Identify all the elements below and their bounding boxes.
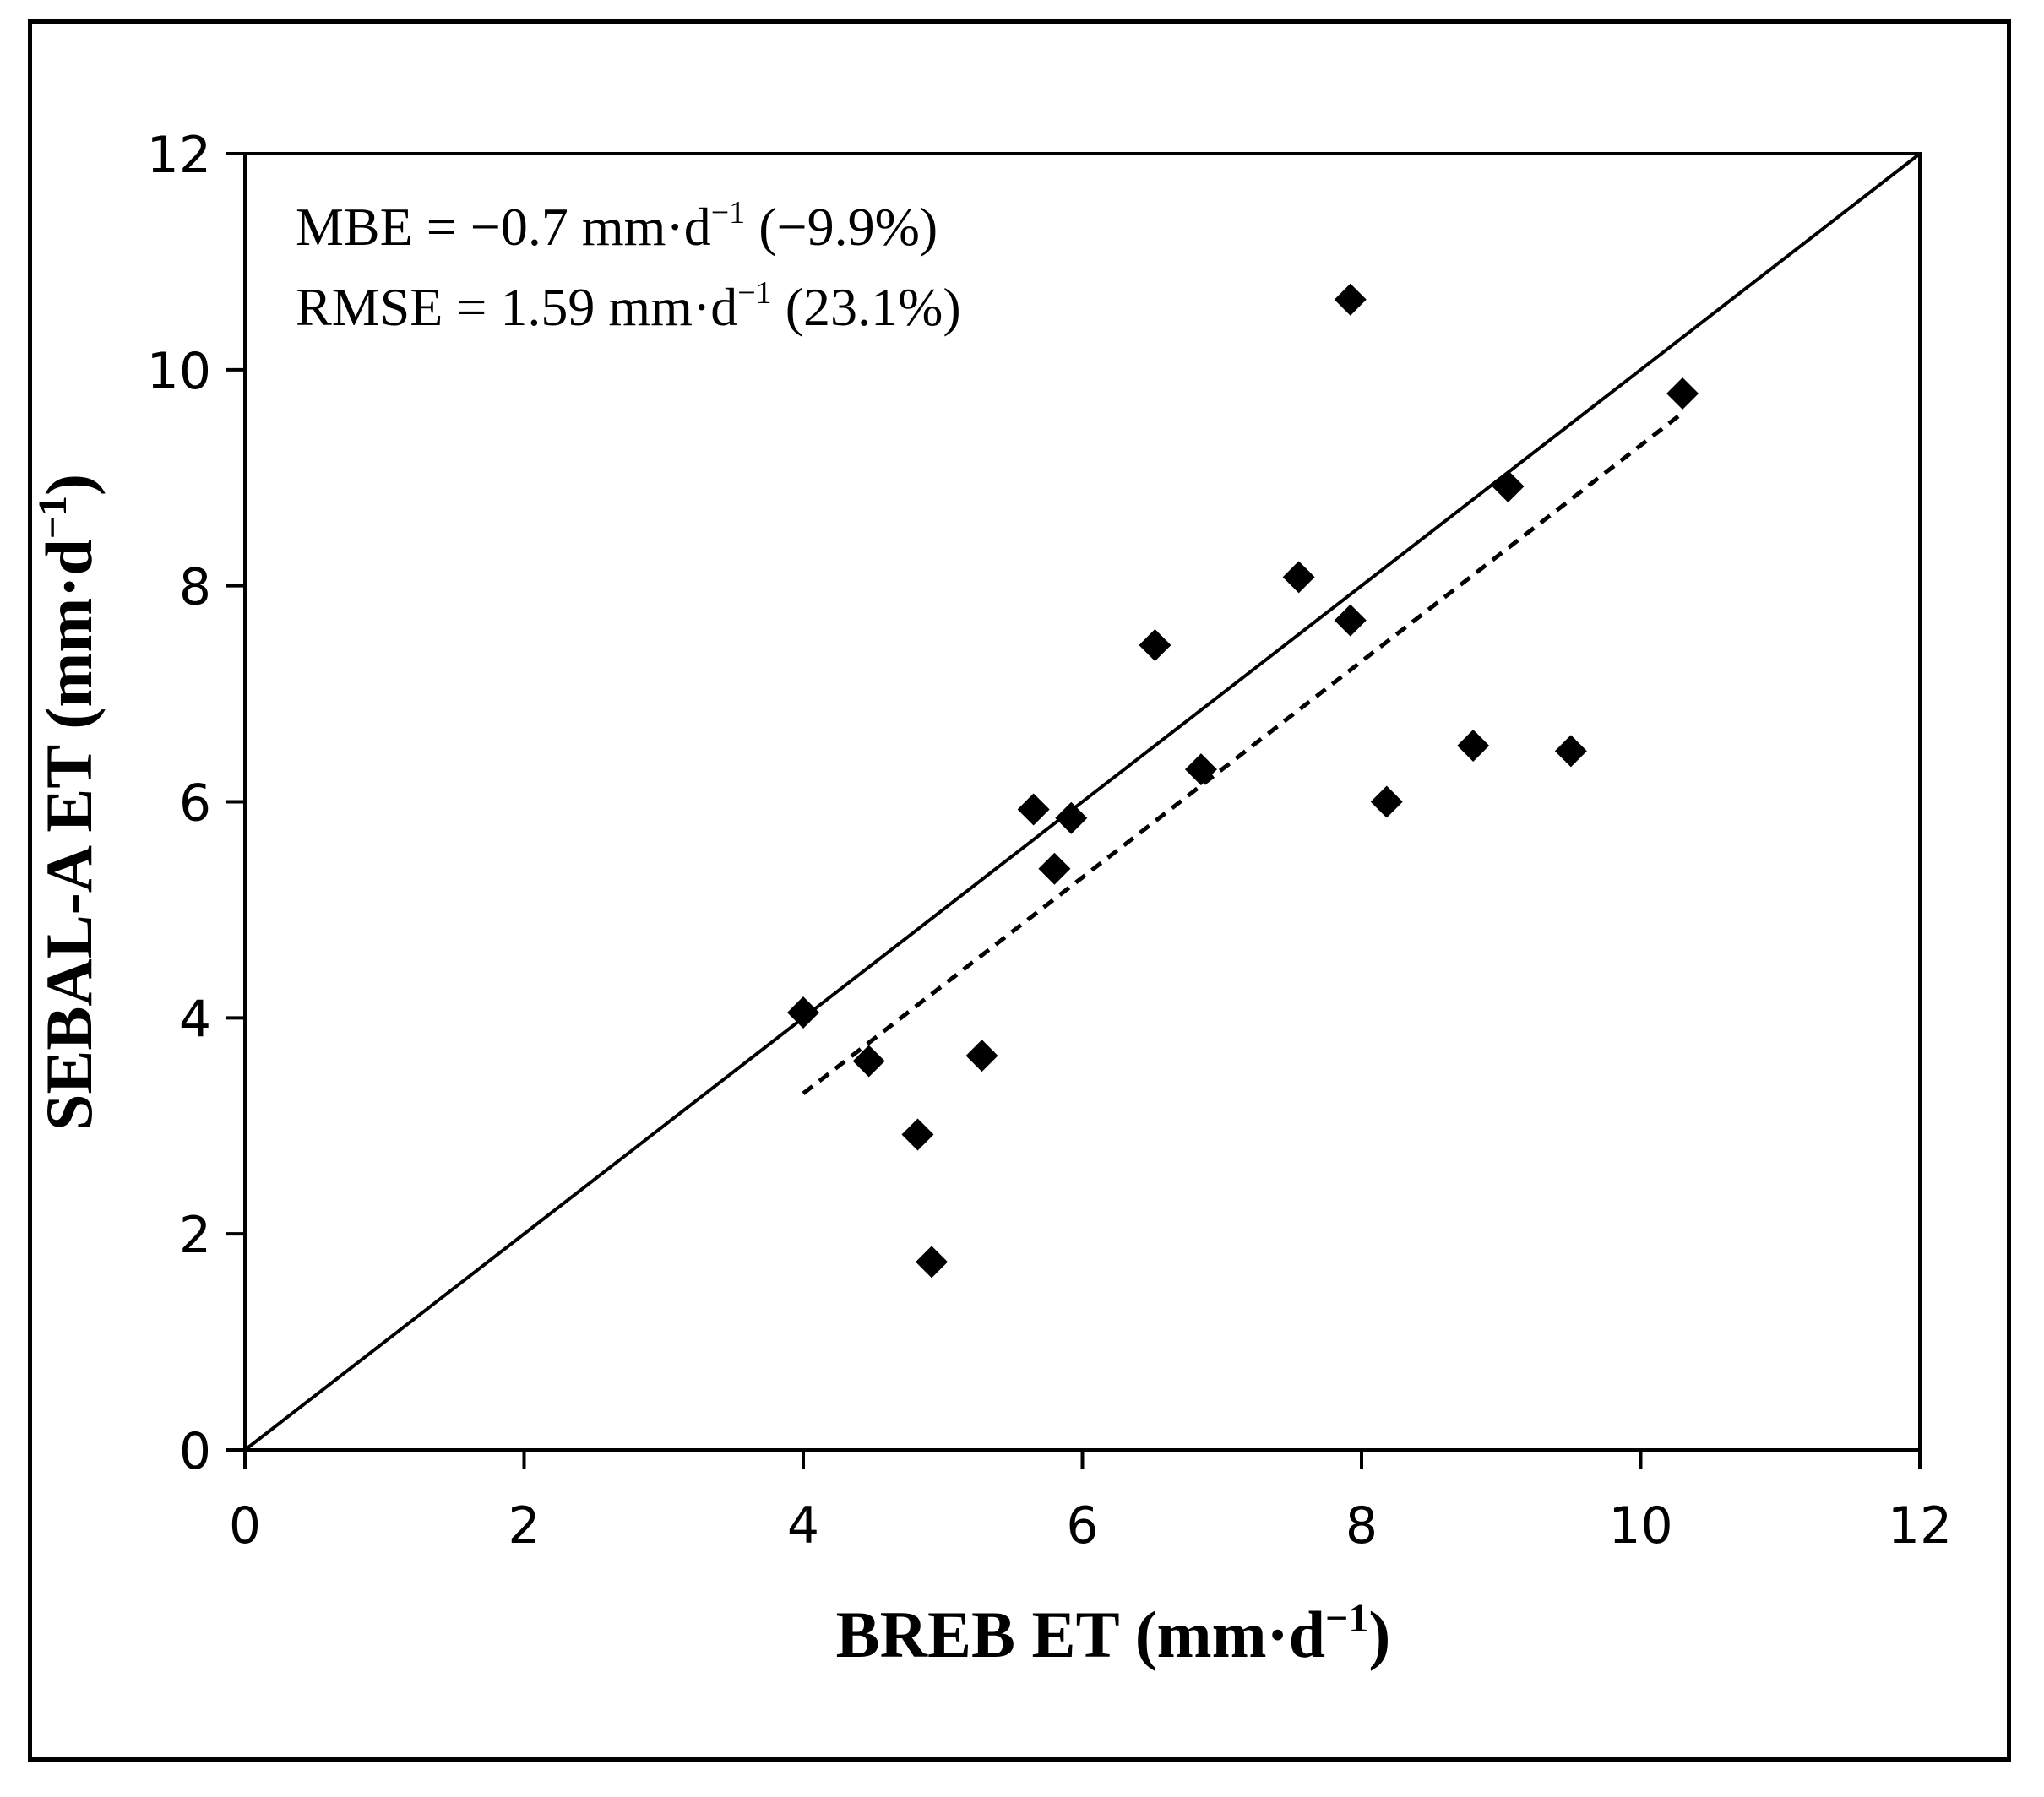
data-point-9 bbox=[1184, 753, 1217, 786]
data-point-14 bbox=[1457, 729, 1490, 762]
y-tick-label-3: 6 bbox=[179, 774, 211, 833]
y-tick-label-4: 8 bbox=[179, 558, 211, 617]
annotation-rmse: RMSE = 1.59 mm·d−1 (23.1%) bbox=[296, 275, 961, 337]
x-tick-label-5: 10 bbox=[1608, 1496, 1672, 1555]
annotation-mbe-sup: −1 bbox=[711, 195, 745, 231]
y-axis-title-main: SEBAL-A ET (mm·d bbox=[32, 539, 106, 1131]
data-point-17 bbox=[1666, 377, 1699, 410]
figure-frame bbox=[28, 19, 2011, 1762]
chart-lines bbox=[243, 152, 1922, 1452]
y-tick-label-0: 0 bbox=[179, 1422, 211, 1481]
x-axis-title-main: BREB ET (mm·d bbox=[836, 1598, 1325, 1671]
y-axis-title-sup: −1 bbox=[30, 496, 75, 539]
data-point-5 bbox=[1017, 793, 1050, 826]
y-axis-title-close: ) bbox=[32, 474, 106, 496]
annotation-mbe-main: MBE = −0.7 mm·d bbox=[296, 197, 711, 257]
data-point-1 bbox=[852, 1045, 885, 1078]
annotation-rmse-tail: (23.1%) bbox=[772, 277, 961, 337]
x-tick-label-2: 4 bbox=[787, 1496, 819, 1555]
data-point-2 bbox=[901, 1118, 934, 1151]
x-tick-label-0: 0 bbox=[229, 1496, 261, 1555]
y-tick-label-6: 12 bbox=[147, 126, 211, 185]
data-point-16 bbox=[1554, 735, 1587, 768]
x-axis-title-sup: −1 bbox=[1325, 1596, 1368, 1641]
data-point-11 bbox=[1334, 604, 1367, 637]
x-axis-title-close: ) bbox=[1368, 1598, 1390, 1671]
data-point-3 bbox=[916, 1246, 949, 1279]
data-point-8 bbox=[1139, 629, 1171, 662]
data-point-7 bbox=[1055, 801, 1088, 834]
data-point-15 bbox=[1492, 470, 1525, 502]
data-points bbox=[787, 283, 1699, 1279]
one-to-one-line bbox=[243, 152, 1922, 1452]
annotation-rmse-sup: −1 bbox=[737, 275, 771, 311]
data-point-6 bbox=[1038, 852, 1071, 885]
data-point-13 bbox=[1370, 785, 1403, 818]
y-tick-label-5: 10 bbox=[147, 342, 211, 401]
x-axis-title: BREB ET (mm·d−1) bbox=[836, 1596, 1391, 1671]
data-point-0 bbox=[787, 996, 819, 1029]
x-tick-label-4: 8 bbox=[1345, 1496, 1378, 1555]
annotation-mbe-tail: (−9.9%) bbox=[745, 197, 938, 257]
y-axis-title: SEBAL-A ET (mm·d−1) bbox=[30, 474, 106, 1131]
x-tick-label-1: 2 bbox=[508, 1496, 540, 1555]
regression-line bbox=[802, 411, 1684, 1095]
annotation-block: MBE = −0.7 mm·d−1 (−9.9%) RMSE = 1.59 mm… bbox=[296, 195, 961, 337]
x-tick-label-3: 6 bbox=[1066, 1496, 1098, 1555]
axis-ticks: 0 2 4 6 8 10 12 0 2 4 6 8 10 12 bbox=[147, 126, 1953, 1555]
annotation-rmse-main: RMSE = 1.59 mm·d bbox=[296, 277, 737, 337]
annotation-mbe: MBE = −0.7 mm·d−1 (−9.9%) bbox=[296, 195, 938, 257]
data-point-10 bbox=[1282, 561, 1315, 594]
data-point-12 bbox=[1334, 283, 1367, 316]
x-tick-label-6: 12 bbox=[1888, 1496, 1952, 1555]
y-tick-label-1: 2 bbox=[179, 1206, 211, 1265]
data-point-4 bbox=[965, 1040, 998, 1072]
y-tick-label-2: 4 bbox=[179, 990, 211, 1049]
